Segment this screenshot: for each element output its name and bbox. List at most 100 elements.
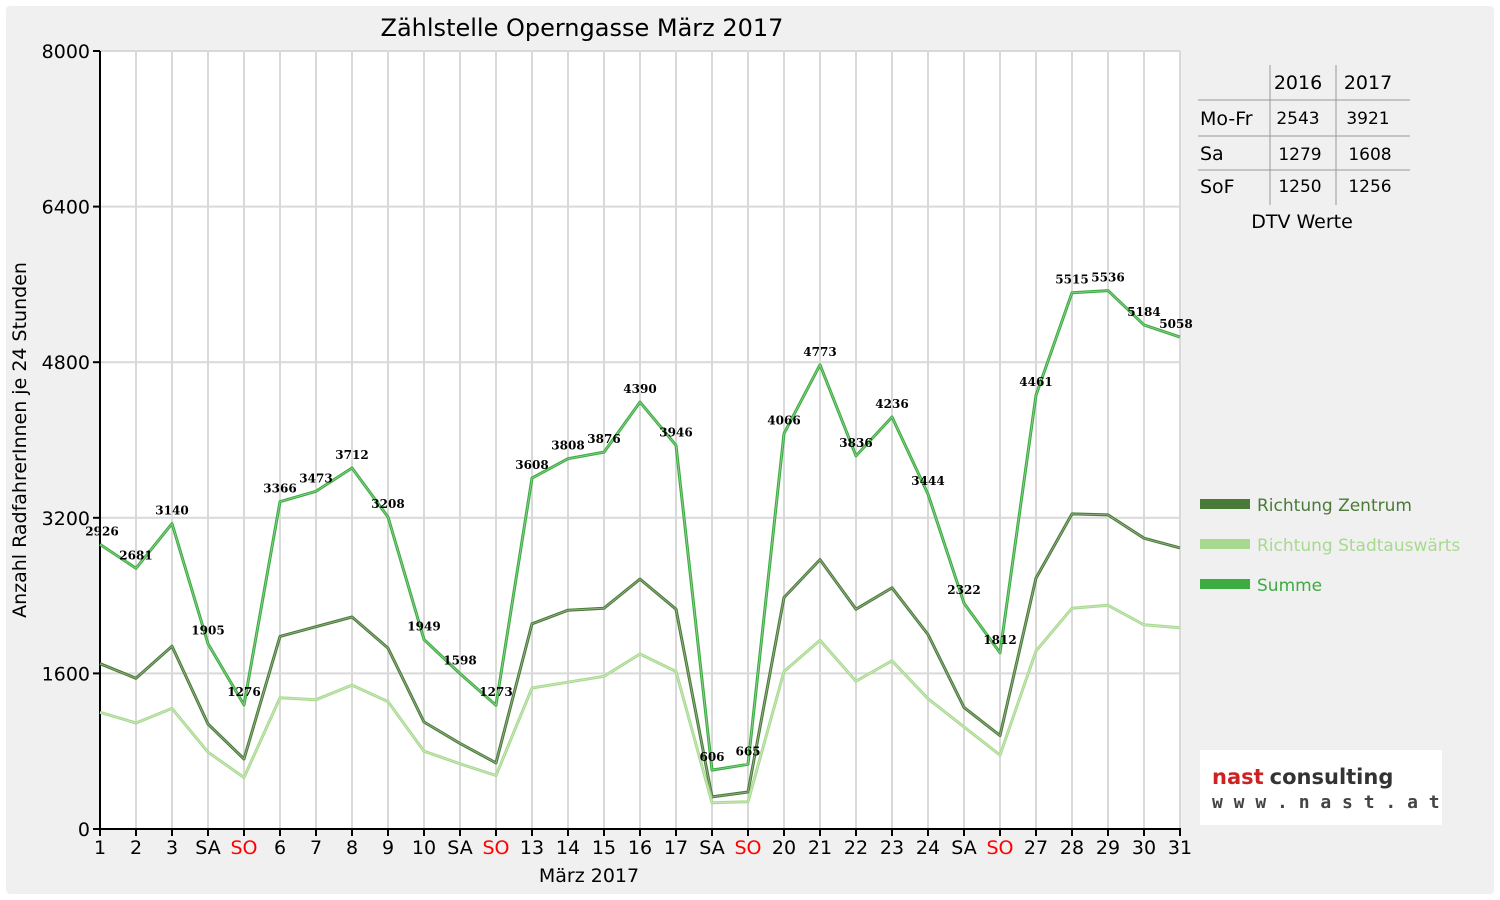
table-cell: 1608 (1348, 145, 1391, 165)
nast-consulting-logo: nast consulting w w w . n a s t . a t (1200, 750, 1442, 825)
legend-label: Richtung Zentrum (1257, 496, 1412, 516)
table-cell: 3921 (1346, 109, 1389, 129)
y-tick-label: 1600 (42, 663, 90, 685)
x-tick-label: 28 (1060, 837, 1084, 859)
x-tick-label: 20 (772, 837, 796, 859)
x-tick-label: SA (195, 837, 220, 859)
data-label: 5536 (1091, 271, 1124, 285)
series-line-highlight (99, 513, 1181, 798)
x-tick-label: 29 (1096, 837, 1120, 859)
x-tick-label: SA (447, 837, 472, 859)
x-tick-label: 13 (520, 837, 544, 859)
table-cell: 1250 (1278, 177, 1321, 197)
data-label: 5515 (1055, 273, 1088, 287)
table-cell: 1279 (1278, 145, 1321, 165)
y-tick-label: 6400 (42, 197, 90, 219)
x-tick-label: 24 (916, 837, 940, 859)
x-tick-label: 2 (130, 837, 142, 859)
table-row-label: Sa (1200, 143, 1224, 165)
legend-swatch (1200, 539, 1250, 549)
table-row-label: SoF (1200, 176, 1235, 198)
series-line-highlight (99, 604, 1181, 804)
data-label: 3946 (659, 425, 692, 439)
data-label: 4236 (875, 397, 908, 411)
legend-swatch (1200, 499, 1250, 509)
x-axis-label: März 2017 (539, 865, 639, 887)
y-ticks: 0 1600 3200 4800 6400 8000 (42, 41, 100, 841)
data-label: 2681 (119, 548, 152, 562)
legend: Richtung Zentrum Richtung Stadtauswärts Su… (1200, 496, 1460, 596)
x-tick-label: 1 (94, 837, 106, 859)
x-tick-label: 17 (664, 837, 688, 859)
legend-swatch (1200, 579, 1250, 589)
legend-label: Summe (1257, 576, 1322, 596)
logo-word-consulting: consulting (1270, 765, 1394, 789)
y-tick-label: 0 (78, 819, 90, 841)
table-caption: DTV Werte (1251, 211, 1353, 233)
data-label: 3608 (515, 458, 548, 472)
series-line-highlight (99, 290, 1181, 771)
x-tick-label: 21 (808, 837, 832, 859)
x-tick-label: 31 (1168, 837, 1192, 859)
table-cell: 2543 (1276, 109, 1319, 129)
data-label: 4390 (623, 382, 656, 396)
data-label: 5184 (1127, 305, 1160, 319)
data-label: 1812 (983, 633, 1016, 647)
data-label: 1598 (443, 654, 476, 668)
data-label: 3876 (587, 432, 620, 446)
data-label: 2926 (85, 524, 118, 538)
x-tick-label: 16 (628, 837, 652, 859)
y-tick-label: 3200 (42, 508, 90, 530)
y-axis-label: Anzahl RadfahrerInnen je 24 Stunden (9, 262, 31, 618)
x-tick-label: 9 (382, 837, 394, 859)
x-tick-label: 23 (880, 837, 904, 859)
series-line (99, 289, 1181, 772)
data-label: 1949 (407, 619, 440, 633)
data-label: 3473 (299, 471, 332, 485)
data-label: 3208 (371, 497, 404, 511)
x-tick-label: 3 (166, 837, 178, 859)
data-label: 3366 (263, 482, 296, 496)
data-label: 3712 (335, 448, 368, 462)
x-ticks: 1 2 3 SA SO 6 7 8 9 10 SA SO 13 14 15 16 17 SA SO 20 21 22 23 2… (94, 829, 1192, 859)
table-cell: 1256 (1348, 177, 1391, 197)
x-tick-label: 15 (592, 837, 616, 859)
series-line (99, 512, 1181, 799)
x-tick-label: SO (986, 837, 1013, 859)
logo-url: w w w . n a s t . a t (1212, 792, 1440, 813)
data-label: 5058 (1159, 317, 1192, 331)
dtv-table: 2016 2017 Mo-Fr 2543 3921 Sa 1279 1608 S… (1198, 65, 1410, 233)
x-tick-label: 22 (844, 837, 868, 859)
data-label: 606 (699, 750, 724, 764)
table-row-label: Mo-Fr (1200, 108, 1253, 130)
series-lines (99, 289, 1181, 805)
data-label: 4461 (1019, 375, 1052, 389)
y-tick-label: 4800 (42, 352, 90, 374)
data-label: 1273 (479, 685, 512, 699)
data-label: 2322 (947, 583, 980, 597)
data-label: 3808 (551, 439, 584, 453)
x-tick-label: 14 (556, 837, 580, 859)
x-tick-label: SA (699, 837, 724, 859)
data-label: 1905 (191, 624, 224, 638)
x-tick-label: 30 (1132, 837, 1156, 859)
x-tick-label: 27 (1024, 837, 1048, 859)
legend-label: Richtung Stadtauswärts (1257, 536, 1460, 556)
logo-text: nast consulting (1212, 765, 1393, 789)
x-tick-label: 10 (412, 837, 436, 859)
logo-word-nast: nast (1212, 765, 1264, 789)
table-header-2016: 2016 (1274, 72, 1322, 94)
data-label: 4773 (803, 345, 836, 359)
data-label: 3836 (839, 436, 872, 450)
series-line (99, 603, 1181, 805)
data-label: 3140 (155, 504, 188, 518)
x-tick-label: SO (230, 837, 257, 859)
data-label: 665 (735, 744, 760, 758)
horizontal-gridlines (100, 50, 1180, 675)
x-tick-label: SA (951, 837, 976, 859)
data-label: 3444 (911, 474, 944, 488)
y-tick-label: 8000 (42, 41, 90, 63)
logo-box (1200, 750, 1442, 825)
